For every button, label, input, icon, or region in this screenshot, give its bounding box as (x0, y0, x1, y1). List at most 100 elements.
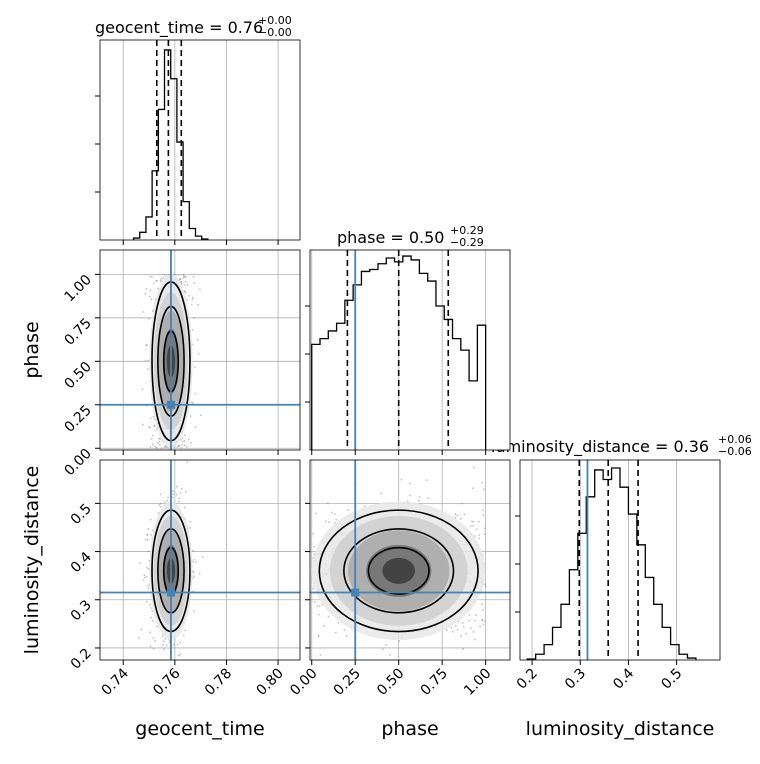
sample-point (148, 317, 151, 320)
sample-point (180, 281, 182, 284)
sample-point (147, 368, 149, 371)
sample-point (146, 585, 149, 587)
sample-point (483, 620, 486, 623)
y-tick-label: 0.4 (68, 549, 95, 576)
sample-point (312, 587, 315, 590)
sample-point (151, 443, 154, 446)
sample-point (180, 444, 183, 446)
sample-point (184, 291, 187, 294)
sample-point (163, 446, 166, 449)
histogram-step-luminosity_distance (526, 467, 697, 660)
y-tick-label: 1.00 (61, 272, 94, 305)
y-tick-label: 0.5 (68, 501, 95, 528)
sample-point (156, 447, 159, 449)
y-tick-label: 0.25 (61, 402, 94, 435)
sample-point (180, 280, 183, 283)
sample-point (184, 434, 187, 437)
sample-point (173, 273, 176, 276)
joint-panel-luminosity_distance_vs_phase: 0.00 0.25 0.50 0.75 1.00 (287, 459, 511, 699)
sample-point (479, 625, 482, 628)
sample-point (451, 630, 454, 633)
sample-point (319, 654, 322, 656)
sample-point (179, 641, 182, 644)
sample-point (385, 643, 388, 646)
sample-point (172, 493, 175, 496)
sample-point (158, 443, 161, 446)
sample-point (483, 583, 486, 586)
sample-point (333, 512, 336, 515)
sample-point (192, 549, 194, 552)
sample-point (179, 278, 182, 280)
sample-point (409, 494, 411, 497)
sample-point (381, 648, 384, 651)
sample-point (179, 492, 182, 494)
sample-point (160, 447, 163, 450)
contour-line (318, 509, 479, 633)
x-tick-label: 0.25 (331, 666, 364, 699)
sample-point (454, 624, 457, 627)
sample-point (194, 392, 197, 395)
sample-point (149, 603, 152, 606)
sample-point (152, 415, 155, 418)
sample-point (181, 437, 184, 439)
sample-point (148, 425, 151, 428)
sample-point (180, 447, 183, 450)
x-tick-label: 0.3 (562, 666, 589, 693)
sample-point (162, 277, 165, 280)
sample-point (461, 622, 464, 624)
sample-point (140, 628, 143, 631)
sample-point (481, 619, 484, 621)
sample-point (184, 275, 187, 278)
sample-point (327, 615, 330, 618)
sample-point (153, 425, 156, 428)
sample-point (471, 487, 474, 490)
sample-point (149, 289, 152, 292)
sample-point (484, 585, 487, 588)
sample-point (347, 509, 350, 512)
ylabel-luminosity-distance: luminosity_distance (21, 466, 43, 655)
sample-point (475, 614, 478, 617)
sample-point (472, 630, 475, 633)
sample-point (143, 574, 146, 577)
panel-border (309, 249, 511, 451)
sample-point (145, 288, 148, 290)
sample-point (172, 643, 175, 646)
sample-point (146, 533, 149, 536)
sample-point (193, 317, 196, 320)
sample-point (147, 587, 150, 590)
sample-point (462, 662, 464, 664)
sample-point (331, 511, 333, 514)
sample-point (474, 535, 476, 537)
sample-point (182, 277, 185, 279)
sample-point (478, 534, 481, 536)
sample-point (176, 446, 179, 448)
sample-point (164, 500, 167, 503)
sample-point (192, 577, 194, 580)
sample-point (151, 275, 153, 278)
sample-point (472, 524, 474, 527)
sample-point (316, 605, 319, 608)
x-tick-label: 0.74 (99, 665, 132, 698)
sample-point (171, 496, 174, 499)
sample-point (185, 490, 187, 493)
sample-point (155, 428, 158, 431)
sample-point (189, 415, 192, 418)
sample-point (151, 619, 154, 622)
panel-background (100, 250, 300, 450)
x-tick-label: 0.50 (374, 666, 407, 699)
sample-point (150, 534, 153, 536)
sample-point (182, 274, 185, 277)
sample-point (151, 529, 154, 532)
sample-point (166, 499, 169, 502)
sample-point (145, 575, 148, 578)
sample-point (149, 645, 152, 648)
sample-point (194, 426, 197, 429)
sample-point (327, 502, 329, 505)
sample-point (149, 446, 152, 448)
sample-point (146, 566, 148, 569)
sample-point (191, 401, 193, 404)
sample-point (317, 635, 320, 638)
sample-point (145, 344, 148, 347)
sample-point (469, 627, 472, 630)
